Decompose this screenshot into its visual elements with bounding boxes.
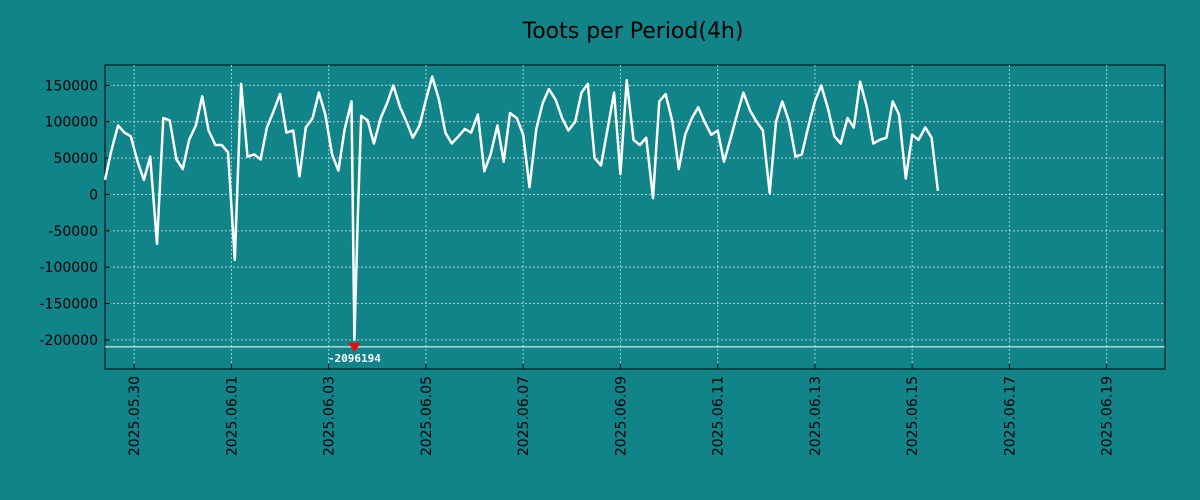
series-line-toots xyxy=(103,75,940,342)
x-axis: 2025.05.30 2025.06.01 2025.06.03 2025.06.05… xyxy=(127,364,1116,456)
y-tick-label: -100000 xyxy=(40,260,99,276)
min-value-label: -2096194 xyxy=(328,352,381,365)
x-tick-label: 2025.06.11 xyxy=(711,376,727,456)
x-tick-label: 2025.06.09 xyxy=(613,376,629,456)
x-tick-label: 2025.06.07 xyxy=(516,376,532,456)
chart-title: Toots per Period(4h) xyxy=(522,19,744,44)
y-tick-label: 150000 xyxy=(45,78,98,94)
x-tick-label: 2025.06.17 xyxy=(1002,376,1018,456)
y-tick-label: 0 xyxy=(89,187,98,203)
y-axis: 150000 100000 50000 0 -50000 -100000 -150000 -2… xyxy=(40,78,110,349)
x-tick-label: 2025.06.13 xyxy=(808,376,824,456)
y-tick-label: 100000 xyxy=(45,115,98,131)
x-tick-label: 2025.05.30 xyxy=(127,376,143,456)
annotation-layer: -2096194 xyxy=(328,342,381,365)
series-layer xyxy=(103,75,940,342)
y-tick-label: 50000 xyxy=(53,151,98,167)
y-tick-label: -150000 xyxy=(40,297,99,313)
plot-frame xyxy=(104,64,1166,370)
x-tick-label: 2025.06.01 xyxy=(224,376,240,456)
x-tick-label: 2025.06.19 xyxy=(1100,376,1116,456)
y-tick-label: -50000 xyxy=(48,224,98,240)
grid-layer xyxy=(105,65,1165,369)
x-tick-label: 2025.06.05 xyxy=(419,376,435,456)
x-tick-label: 2025.06.03 xyxy=(322,376,338,456)
y-tick-label: -200000 xyxy=(40,333,99,349)
min-marker xyxy=(348,342,361,352)
x-tick-label: 2025.06.15 xyxy=(905,376,921,456)
